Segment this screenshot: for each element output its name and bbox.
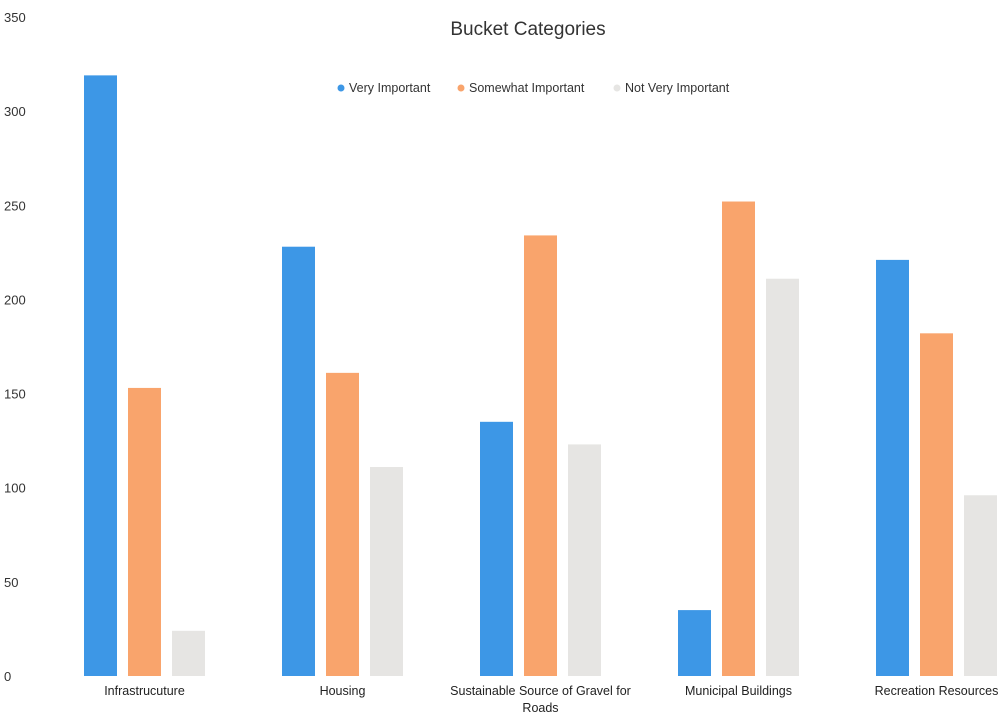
legend-marker	[337, 84, 345, 92]
y-tick-label: 100	[4, 481, 26, 496]
y-tick-label: 300	[4, 104, 26, 119]
y-axis: 0 50 100 150 200 250 300 350	[4, 10, 26, 684]
bar-not-very-important	[964, 495, 997, 676]
x-tick-label: Infrastrucuture	[104, 684, 185, 698]
legend-marker	[457, 84, 465, 92]
bar-not-very-important	[568, 444, 601, 676]
bar-very-important	[876, 259, 909, 676]
y-tick-label: 50	[4, 575, 18, 590]
y-tick-label: 0	[4, 669, 11, 684]
y-tick-label: 250	[4, 198, 26, 213]
bar-very-important	[678, 610, 711, 676]
legend: Very Important Somewhat Important Not Very…	[337, 81, 730, 95]
bar-somewhat-important	[722, 201, 755, 676]
bar-somewhat-important	[524, 235, 557, 676]
bar-not-very-important	[370, 467, 403, 676]
x-tick-label: Sustainable Source of Gravel for	[450, 684, 631, 698]
chart-title: Bucket Categories	[450, 19, 605, 40]
legend-marker	[613, 84, 621, 92]
bar-somewhat-important	[326, 372, 359, 676]
bar-very-important	[84, 75, 117, 676]
x-tick-label: Roads	[522, 701, 558, 715]
bar-not-very-important	[172, 630, 205, 676]
bar-somewhat-important	[920, 333, 953, 676]
bar-somewhat-important	[128, 387, 161, 676]
x-axis: Infrastrucuture Housing Sustainable Source…	[104, 684, 998, 715]
x-tick-label: Recreation Resources	[875, 684, 999, 698]
legend-label: Somewhat Important	[469, 81, 585, 95]
bar-very-important	[282, 246, 315, 677]
y-tick-label: 150	[4, 387, 26, 402]
y-tick-label: 350	[4, 10, 26, 25]
legend-label: Not Very Important	[625, 81, 730, 95]
x-tick-label: Municipal Buildings	[685, 684, 792, 698]
bars	[84, 75, 997, 677]
bar-not-very-important	[766, 278, 799, 676]
y-tick-label: 200	[4, 292, 26, 307]
x-tick-label: Housing	[320, 684, 366, 698]
bar-very-important	[480, 421, 513, 676]
legend-label: Very Important	[349, 81, 431, 95]
